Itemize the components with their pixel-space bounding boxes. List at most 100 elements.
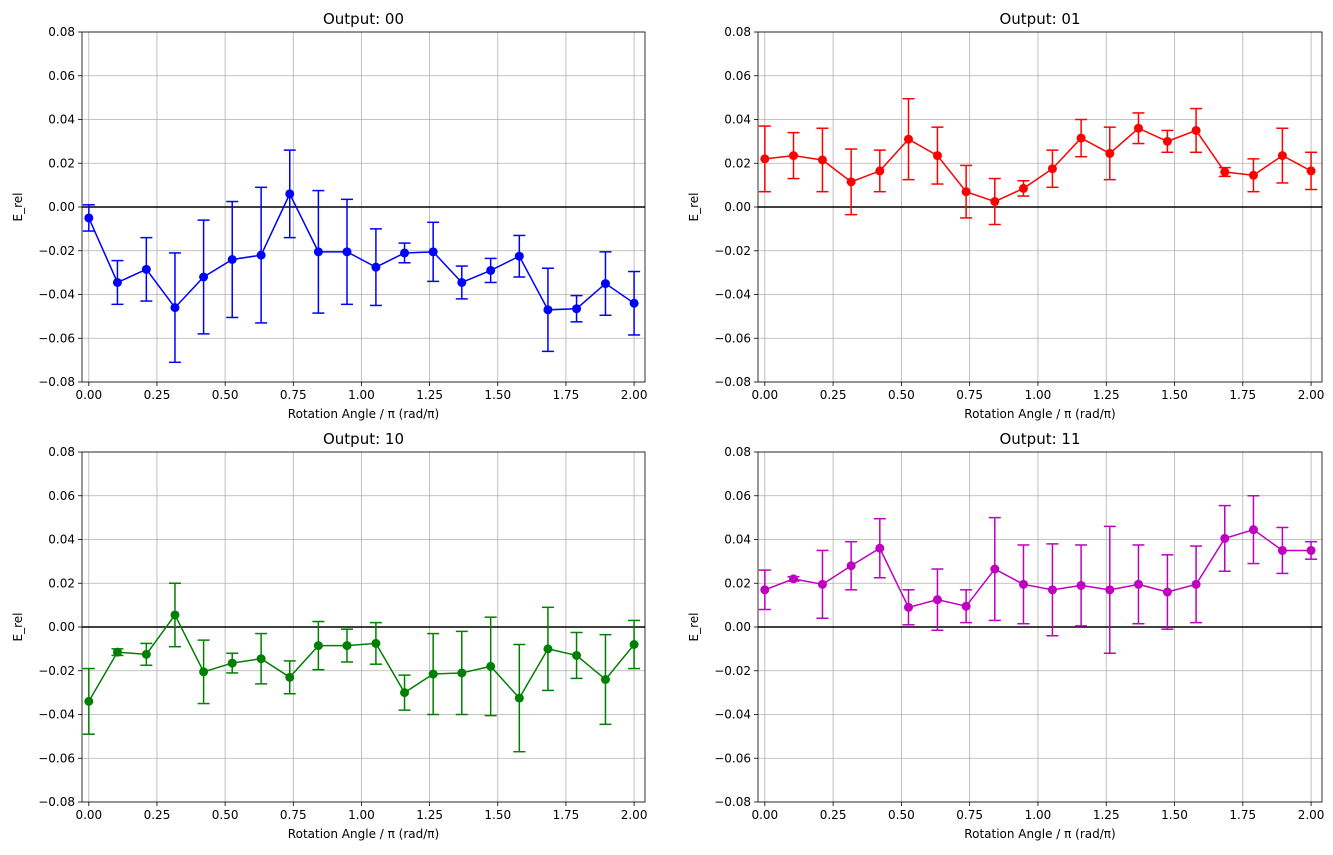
data-point (514, 251, 524, 261)
data-point (170, 303, 180, 313)
data-point (600, 675, 610, 684)
y-tick-label: 0.00 (724, 200, 751, 214)
x-tick-label: 0.50 (212, 808, 239, 822)
data-point (903, 134, 913, 144)
x-axis-label: Rotation Angle / π (rad/π) (288, 827, 439, 841)
x-tick-label: 2.00 (1298, 388, 1325, 402)
y-tick-label: 0.06 (48, 489, 75, 503)
y-tick-label: 0.00 (48, 620, 75, 634)
x-tick-label: 1.00 (1025, 388, 1052, 402)
data-point (227, 255, 237, 264)
y-tick-label: −0.04 (38, 288, 75, 302)
data-point (400, 688, 410, 698)
data-point (1306, 166, 1316, 176)
x-tick-label: 0.50 (212, 388, 239, 402)
y-tick-label: −0.04 (714, 708, 751, 722)
x-axis-label: Rotation Angle / π (rad/π) (964, 407, 1115, 421)
data-point (457, 277, 467, 287)
y-tick-label: 0.06 (724, 69, 751, 83)
y-axis-label: E_rel (11, 613, 25, 642)
data-point (629, 298, 639, 308)
data-point (1162, 136, 1172, 146)
data-point (514, 693, 524, 703)
x-tick-label: 1.75 (553, 388, 580, 402)
y-tick-label: −0.06 (38, 751, 75, 765)
data-point (256, 654, 266, 664)
data-point (875, 166, 885, 176)
data-point (1018, 579, 1028, 589)
data-point (629, 640, 639, 649)
data-point (1248, 525, 1258, 535)
x-tick-label: 0.25 (820, 808, 847, 822)
y-tick-label: 0.00 (48, 200, 75, 214)
y-tick-label: −0.02 (38, 244, 75, 258)
data-point (170, 610, 180, 620)
x-tick-label: 1.75 (1229, 388, 1256, 402)
series-line (88, 192, 635, 311)
data-point (1306, 545, 1316, 555)
x-tick-label: 1.50 (1161, 808, 1188, 822)
data-point (84, 213, 94, 223)
x-tick-label: 0.50 (888, 388, 915, 402)
data-point (313, 247, 323, 257)
y-tick-label: 0.04 (48, 533, 75, 547)
chart-title: Output: 00 (323, 10, 404, 28)
subplot-output-00: 0.00 0.25 0.50 0.75 1.00 1.25 1.50 1.75 2.00 −0.0… (11, 10, 647, 421)
data-point (961, 601, 971, 611)
y-axis-label: E_rel (687, 193, 701, 222)
x-tick-label: 1.00 (348, 808, 375, 822)
data-point (1133, 123, 1143, 133)
data-point (1220, 533, 1230, 543)
chart-title: Output: 10 (323, 430, 404, 448)
y-tick-label: −0.04 (714, 288, 751, 302)
data-point (256, 250, 266, 260)
x-tick-label: 0.75 (956, 388, 983, 402)
chart-title: Output: 11 (999, 430, 1080, 448)
series-line (764, 127, 1312, 203)
y-tick-label: 0.02 (48, 156, 75, 170)
data-point (1133, 579, 1143, 589)
y-tick-label: −0.06 (714, 331, 751, 345)
chart-title: Output: 01 (999, 10, 1080, 28)
x-tick-label: 0.75 (280, 388, 307, 402)
y-tick-label: −0.08 (714, 375, 751, 389)
data-point (961, 187, 971, 197)
x-tick-label: 0.25 (144, 388, 171, 402)
data-point (285, 189, 295, 199)
x-axis-label: Rotation Angle / π (rad/π) (964, 827, 1115, 841)
data-point (572, 304, 582, 314)
x-tick-label: 1.75 (1229, 808, 1256, 822)
x-tick-label: 1.00 (348, 388, 375, 402)
data-point (846, 561, 856, 571)
data-point (1277, 545, 1287, 555)
data-point (817, 579, 827, 589)
x-tick-label: 1.75 (553, 808, 580, 822)
x-tick-label: 2.00 (621, 388, 648, 402)
x-tick-label: 0.25 (144, 808, 171, 822)
x-tick-label: 2.00 (1298, 808, 1325, 822)
data-point (1076, 133, 1086, 143)
data-point (486, 661, 496, 671)
x-tick-label: 0.75 (956, 808, 983, 822)
x-tick-label: 0.00 (75, 808, 102, 822)
y-axis-label: E_rel (687, 613, 701, 642)
data-point (760, 585, 770, 595)
data-point (457, 668, 467, 678)
data-point (486, 265, 496, 275)
data-point (990, 564, 1000, 574)
data-point (1047, 164, 1057, 174)
data-point (817, 155, 827, 165)
data-point (227, 658, 237, 668)
data-point (1191, 579, 1201, 589)
y-tick-label: −0.06 (714, 751, 751, 765)
x-tick-label: 1.50 (1161, 388, 1188, 402)
data-point (1220, 167, 1230, 177)
data-point (846, 177, 856, 187)
x-tick-label: 0.75 (280, 808, 307, 822)
data-point (428, 247, 438, 257)
data-point (1105, 148, 1115, 158)
data-point (1162, 587, 1172, 597)
data-point (1105, 585, 1115, 595)
y-tick-label: 0.00 (724, 620, 751, 634)
